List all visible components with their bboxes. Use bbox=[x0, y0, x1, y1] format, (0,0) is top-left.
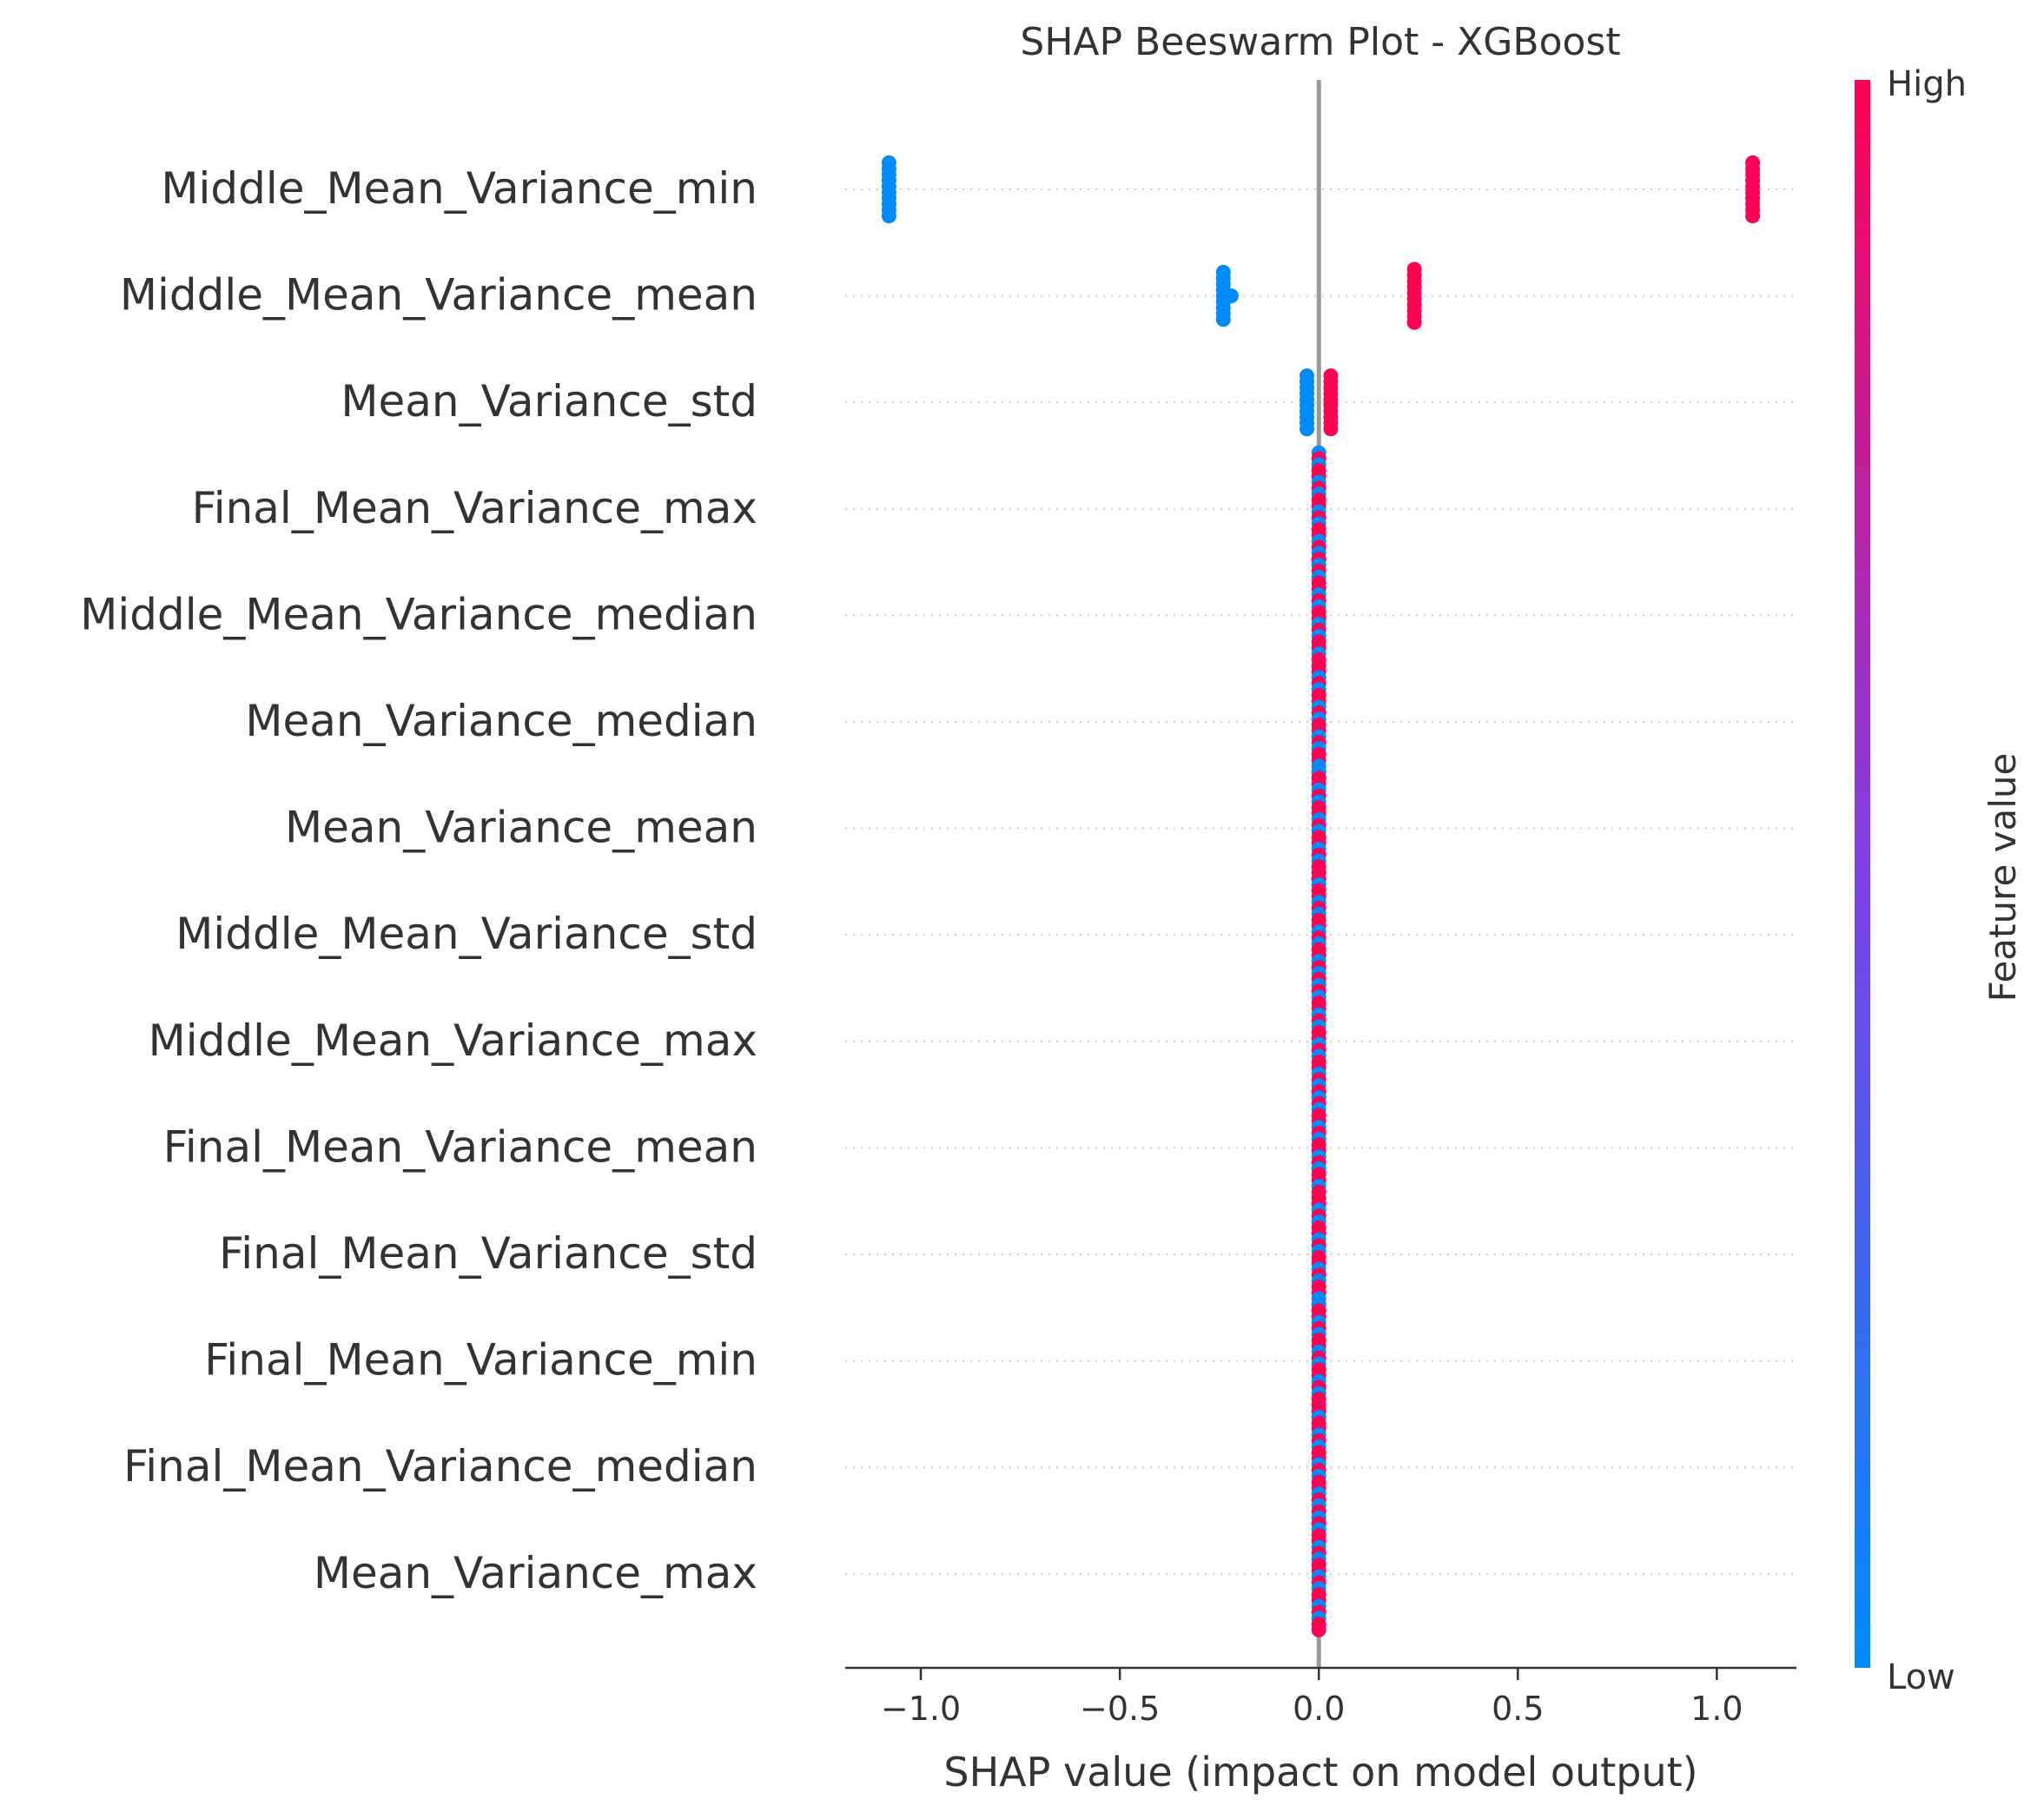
x-axis-label: SHAP value (impact on model output) bbox=[943, 1749, 1697, 1796]
chart-title: SHAP Beeswarm Plot - XGBoost bbox=[1020, 20, 1620, 64]
x-tick-label: 1.0 bbox=[1690, 1690, 1743, 1728]
feature-label: Final_Mean_Variance_max bbox=[192, 483, 757, 533]
feature-label: Final_Mean_Variance_std bbox=[219, 1228, 757, 1279]
colorbar-low-label: Low bbox=[1887, 1657, 1955, 1697]
feature-label: Middle_Mean_Variance_min bbox=[161, 163, 757, 214]
shap-point bbox=[881, 208, 896, 224]
shap-point bbox=[1215, 312, 1231, 327]
feature-label: Final_Mean_Variance_mean bbox=[163, 1121, 757, 1172]
colorbar-high-label: High bbox=[1887, 64, 1967, 104]
shap-point bbox=[1406, 314, 1422, 330]
shap-point bbox=[1745, 208, 1761, 224]
feature-label: Middle_Mean_Variance_max bbox=[149, 1015, 757, 1066]
feature-label: Mean_Variance_median bbox=[245, 696, 757, 746]
feature-label: Mean_Variance_max bbox=[314, 1548, 757, 1598]
shap-point bbox=[1223, 288, 1239, 304]
shap-point bbox=[1311, 1622, 1326, 1637]
colorbar bbox=[1855, 80, 1870, 1668]
colorbar-label: Feature value bbox=[1981, 753, 2024, 1002]
feature-label: Middle_Mean_Variance_median bbox=[80, 589, 757, 639]
shap-points bbox=[881, 155, 1761, 1637]
feature-label: Final_Mean_Variance_min bbox=[204, 1335, 757, 1386]
x-tick-label: −1.0 bbox=[881, 1690, 961, 1728]
x-tick-label: 0.5 bbox=[1492, 1690, 1544, 1728]
shap-point bbox=[1299, 421, 1314, 437]
x-tick-label: −0.5 bbox=[1080, 1690, 1160, 1728]
feature-label: Mean_Variance_mean bbox=[285, 803, 757, 853]
feature-label: Middle_Mean_Variance_mean bbox=[120, 270, 757, 321]
shap-point bbox=[1323, 421, 1339, 437]
feature-label: Final_Mean_Variance_median bbox=[123, 1441, 757, 1492]
feature-label: Middle_Mean_Variance_std bbox=[175, 909, 757, 959]
feature-label: Mean_Variance_std bbox=[341, 376, 757, 427]
feature-labels: Middle_Mean_Variance_min Middle_Mean_Vari… bbox=[80, 163, 757, 1598]
x-tick-label: 0.0 bbox=[1293, 1690, 1345, 1728]
x-axis-ticks: −1.0 −0.5 0.0 0.5 1.0 bbox=[881, 1668, 1743, 1728]
